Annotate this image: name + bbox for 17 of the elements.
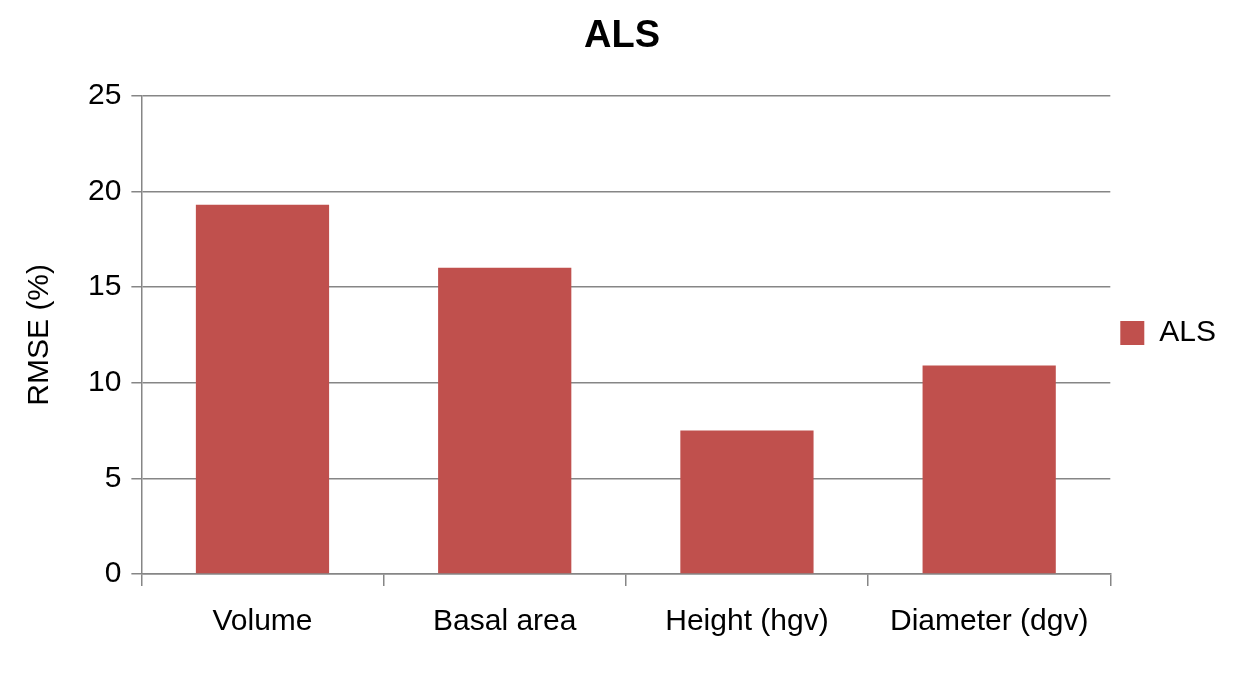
bar — [680, 430, 814, 574]
x-tick-label: Diameter (dgv) — [889, 603, 1089, 637]
x-tick-label: Height (hgv) — [665, 603, 829, 637]
bar — [195, 204, 330, 574]
y-tick-label: 25 — [87, 76, 122, 110]
y-tick-label: 5 — [104, 459, 122, 493]
y-tick-label: 10 — [87, 363, 122, 397]
bar — [438, 267, 572, 574]
bar — [922, 365, 1056, 574]
y-tick-label: 0 — [104, 555, 122, 589]
y-tick-label: 20 — [87, 172, 122, 206]
chart-title: ALS — [584, 13, 660, 56]
y-axis-title: RMSE (%) — [21, 263, 55, 406]
y-tick-label: 15 — [87, 268, 122, 302]
x-tick-label: Basal area — [433, 603, 577, 637]
x-tick-label: Volume — [212, 603, 313, 637]
legend-label: ALS — [1159, 314, 1217, 348]
